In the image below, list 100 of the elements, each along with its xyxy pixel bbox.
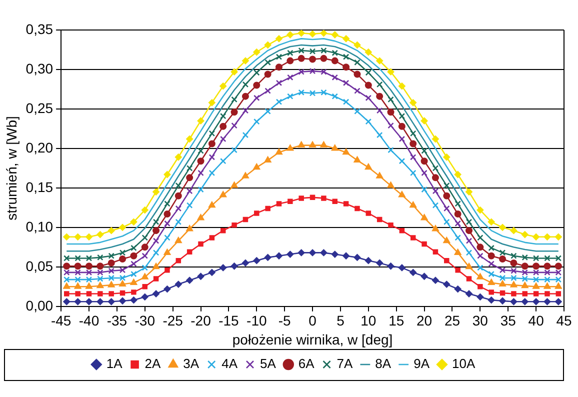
point [64, 269, 70, 276]
point [388, 122, 394, 129]
point [119, 297, 126, 304]
point [96, 298, 104, 306]
point [476, 273, 484, 280]
point [108, 227, 115, 234]
point [522, 291, 528, 296]
point [544, 282, 551, 289]
point [488, 252, 495, 260]
point [454, 286, 462, 293]
point [320, 89, 327, 96]
point [499, 274, 506, 282]
point [286, 144, 294, 151]
point [231, 146, 238, 154]
point [186, 276, 194, 284]
point [465, 262, 473, 270]
x-tick-label: 45 [556, 312, 572, 329]
point [253, 163, 260, 170]
point [398, 122, 406, 130]
point [208, 99, 216, 106]
point [198, 170, 204, 176]
point [521, 262, 528, 270]
y-tick-label: 0,20 [26, 139, 54, 156]
point [499, 224, 506, 231]
point [164, 171, 171, 178]
point [208, 170, 216, 176]
point [186, 249, 192, 255]
point [544, 298, 551, 306]
point [554, 298, 562, 306]
point [230, 262, 238, 270]
point [208, 268, 216, 276]
y-tick-label: 0,15 [26, 178, 54, 195]
point [130, 218, 138, 226]
point [376, 57, 384, 64]
point [298, 249, 305, 256]
y-tick-label: 0,10 [26, 218, 54, 234]
point [354, 70, 361, 78]
point [286, 250, 294, 258]
point [264, 108, 271, 114]
point [85, 262, 92, 270]
point [366, 210, 372, 216]
point [254, 94, 260, 102]
point [331, 144, 338, 151]
point [488, 278, 495, 285]
point [130, 252, 138, 260]
point [230, 182, 238, 188]
point [432, 276, 439, 284]
point [231, 96, 238, 103]
point [466, 227, 472, 234]
point [387, 262, 394, 270]
x-tick-label: 0 [308, 312, 317, 329]
point [208, 140, 216, 148]
point [97, 254, 104, 261]
point [197, 117, 204, 124]
point [499, 256, 506, 263]
point [332, 50, 338, 56]
point [521, 298, 528, 306]
legend-label: 10A [452, 356, 476, 372]
point [264, 254, 272, 261]
point [477, 234, 484, 241]
point [309, 48, 316, 54]
point [85, 282, 93, 289]
point [432, 249, 438, 255]
point [186, 174, 194, 182]
point [276, 80, 282, 86]
point [544, 255, 550, 262]
point [287, 93, 294, 100]
point [96, 262, 104, 270]
point [309, 56, 316, 63]
point [164, 286, 171, 293]
point [544, 291, 550, 296]
point [74, 262, 82, 270]
point [331, 57, 338, 64]
point [376, 259, 384, 266]
point [86, 291, 92, 296]
point [387, 108, 394, 116]
point [354, 42, 361, 49]
point [421, 186, 428, 193]
point [488, 270, 494, 278]
point [254, 210, 260, 216]
point [74, 282, 82, 289]
point [119, 256, 126, 263]
point [63, 282, 70, 289]
point [142, 252, 148, 259]
point [500, 290, 506, 296]
point [342, 80, 350, 86]
legend-label: 5A [260, 356, 276, 372]
point [410, 201, 417, 208]
point [130, 244, 137, 252]
point [544, 262, 551, 270]
legend-label: 6A [298, 356, 315, 372]
point [398, 191, 406, 198]
point [444, 205, 450, 212]
point [298, 47, 304, 54]
point [130, 260, 137, 267]
point [63, 298, 70, 306]
point [96, 231, 104, 238]
point [342, 148, 350, 155]
point [208, 154, 216, 160]
point [432, 135, 439, 142]
